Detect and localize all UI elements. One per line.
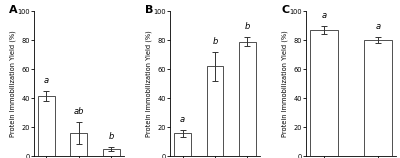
- Text: a: a: [180, 115, 185, 124]
- Text: b: b: [245, 22, 250, 31]
- Text: b: b: [108, 132, 114, 141]
- Y-axis label: Protein Immobilization Yield (%): Protein Immobilization Yield (%): [146, 30, 152, 137]
- Y-axis label: Protein Immobilization Yield (%): Protein Immobilization Yield (%): [9, 30, 16, 137]
- Text: C: C: [281, 5, 290, 15]
- Y-axis label: Protein Immobilization Yield (%): Protein Immobilization Yield (%): [282, 30, 288, 137]
- Bar: [364, 40, 392, 156]
- Text: b: b: [212, 37, 218, 46]
- Text: A: A: [9, 5, 18, 15]
- Bar: [174, 133, 191, 156]
- Text: a: a: [376, 22, 380, 31]
- Text: a: a: [44, 76, 49, 85]
- Text: B: B: [145, 5, 154, 15]
- Bar: [239, 42, 256, 156]
- Bar: [70, 133, 87, 156]
- Bar: [310, 30, 338, 156]
- Bar: [206, 66, 224, 156]
- Text: ab: ab: [74, 107, 84, 116]
- Bar: [103, 149, 120, 156]
- Text: a: a: [322, 11, 327, 20]
- Bar: [38, 96, 55, 156]
